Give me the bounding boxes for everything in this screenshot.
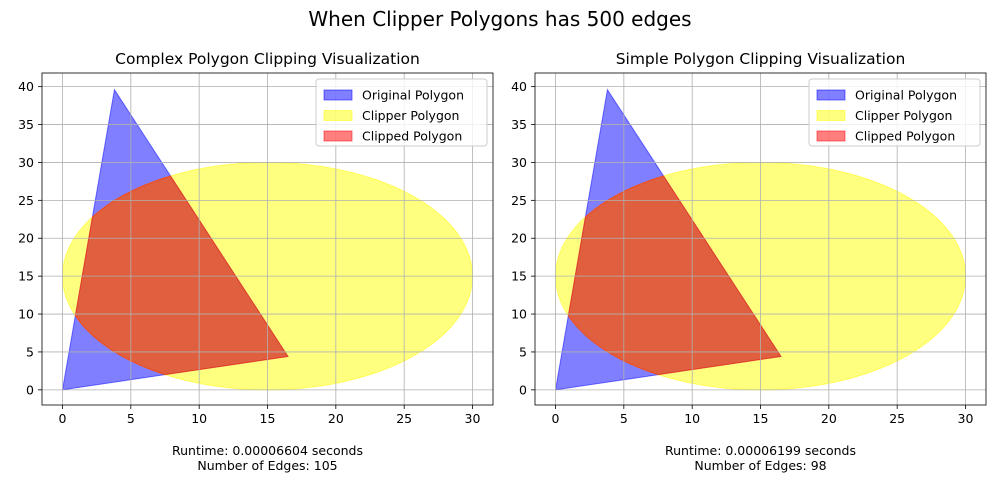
y-tick-label: 0 xyxy=(519,382,527,397)
edges-count-text: Number of Edges: 105 xyxy=(197,458,337,473)
y-tick-label: 20 xyxy=(511,231,527,246)
y-tick-label: 35 xyxy=(511,117,527,132)
y-tick-label: 40 xyxy=(511,79,527,94)
y-tick-label: 20 xyxy=(18,231,34,246)
runtime-text: Runtime: 0.00006604 seconds xyxy=(172,443,363,458)
x-tick-label: 0 xyxy=(552,411,560,426)
x-tick-label: 25 xyxy=(889,411,905,426)
legend-label: Clipped Polygon xyxy=(362,129,462,144)
panels: Complex Polygon Clipping Visualization 0 5… xyxy=(18,50,987,473)
y-tick-label: 40 xyxy=(18,79,34,94)
legend: Original Polygon Clipper Polygon Clipped P… xyxy=(808,78,981,147)
legend-swatch-clipper xyxy=(816,110,846,121)
legend-label: Original Polygon xyxy=(362,88,464,103)
y-tick-label: 35 xyxy=(18,117,34,132)
legend-swatch-original xyxy=(816,89,846,101)
legend-label: Clipped Polygon xyxy=(855,129,955,144)
chart-title: Complex Polygon Clipping Visualization xyxy=(115,50,420,68)
y-tick-label: 25 xyxy=(18,193,34,208)
y-tick-label: 10 xyxy=(18,307,34,322)
y-tick-label: 15 xyxy=(18,269,34,284)
y-tick-label: 5 xyxy=(26,344,34,359)
runtime-text: Runtime: 0.00006199 seconds xyxy=(665,443,856,458)
y-tick-label: 15 xyxy=(511,269,527,284)
legend-box xyxy=(808,78,981,147)
legend-box xyxy=(315,78,488,147)
legend-swatch-clipped xyxy=(323,130,353,142)
y-tick-label: 25 xyxy=(511,193,527,208)
legend-swatch-clipper xyxy=(323,110,353,121)
y-tick-label: 5 xyxy=(519,344,527,359)
legend-label: Clipper Polygon xyxy=(362,108,459,123)
axes-frame xyxy=(41,72,494,406)
y-tick-label: 30 xyxy=(18,155,34,170)
x-tick-label: 0 xyxy=(59,411,67,426)
chart-panel: Complex Polygon Clipping Visualization 0 5… xyxy=(18,50,494,473)
legend: Original Polygon Clipper Polygon Clipped P… xyxy=(315,78,488,147)
y-tick-label: 10 xyxy=(511,307,527,322)
x-tick-label: 5 xyxy=(127,411,135,426)
legend-label: Clipper Polygon xyxy=(855,108,952,123)
legend-swatch-clipped xyxy=(816,130,846,142)
x-tick-label: 20 xyxy=(821,411,837,426)
figure-title: When Clipper Polygons has 500 edges xyxy=(308,7,691,31)
x-tick-label: 15 xyxy=(753,411,769,426)
y-tick-label: 30 xyxy=(511,155,527,170)
x-tick-label: 5 xyxy=(620,411,628,426)
x-tick-label: 30 xyxy=(465,411,481,426)
axes-frame xyxy=(534,72,987,406)
x-tick-label: 15 xyxy=(260,411,276,426)
x-tick-label: 30 xyxy=(958,411,974,426)
x-tick-label: 25 xyxy=(396,411,412,426)
chart-title: Simple Polygon Clipping Visualization xyxy=(616,50,906,68)
x-tick-label: 10 xyxy=(191,411,207,426)
legend-label: Original Polygon xyxy=(855,88,957,103)
x-tick-label: 20 xyxy=(328,411,344,426)
y-tick-label: 0 xyxy=(26,382,34,397)
x-tick-label: 10 xyxy=(684,411,700,426)
legend-swatch-original xyxy=(323,89,353,101)
edges-count-text: Number of Edges: 98 xyxy=(694,458,826,473)
chart-panel: Simple Polygon Clipping Visualization 0 5 1… xyxy=(511,50,987,473)
